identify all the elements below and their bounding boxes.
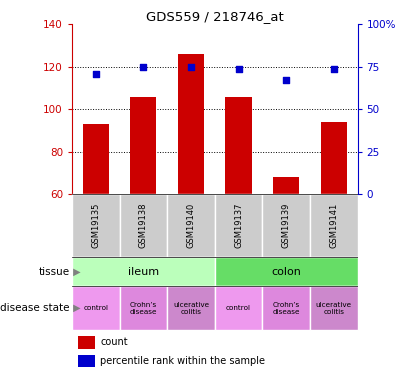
Text: control: control	[226, 305, 251, 311]
Text: disease state: disease state	[0, 303, 70, 313]
Bar	[310, 194, 358, 257]
Bar	[262, 286, 310, 330]
Bar	[78, 336, 95, 349]
Bar	[72, 286, 120, 330]
Text: count: count	[101, 338, 128, 347]
Bar	[167, 194, 215, 257]
Text: GSM19138: GSM19138	[139, 203, 148, 249]
Bar	[262, 194, 310, 257]
Bar	[120, 286, 167, 330]
Bar	[83, 124, 109, 194]
Bar	[167, 286, 215, 330]
Text: ▶: ▶	[70, 303, 81, 313]
Text: GSM19135: GSM19135	[91, 203, 100, 248]
Bar	[178, 54, 204, 194]
Bar	[215, 194, 262, 257]
Text: Crohn’s
disease: Crohn’s disease	[129, 302, 157, 315]
Text: ulcerative
colitis: ulcerative colitis	[316, 302, 352, 315]
Bar	[120, 194, 167, 257]
Text: GSM19137: GSM19137	[234, 203, 243, 249]
Bar	[215, 257, 358, 286]
Point	[92, 70, 99, 76]
Bar	[310, 286, 358, 330]
Point	[188, 64, 194, 70]
Bar	[273, 177, 299, 194]
Text: GSM19141: GSM19141	[329, 203, 338, 248]
Bar	[226, 96, 252, 194]
Text: GSM19140: GSM19140	[187, 203, 196, 248]
Point	[283, 77, 289, 83]
Point	[235, 66, 242, 72]
Text: ulcerative
colitis: ulcerative colitis	[173, 302, 209, 315]
Text: colon: colon	[271, 267, 301, 277]
Text: ▶: ▶	[70, 267, 81, 277]
Title: GDS559 / 218746_at: GDS559 / 218746_at	[146, 10, 284, 23]
Text: GSM19139: GSM19139	[282, 203, 291, 248]
Bar	[321, 122, 347, 194]
Text: tissue: tissue	[39, 267, 70, 277]
Bar	[72, 194, 120, 257]
Bar	[215, 286, 262, 330]
Bar	[130, 96, 157, 194]
Point	[330, 66, 337, 72]
Bar	[78, 355, 95, 367]
Point	[140, 64, 147, 70]
Bar	[72, 257, 215, 286]
Text: Crohn’s
disease: Crohn’s disease	[272, 302, 300, 315]
Text: control: control	[83, 305, 108, 311]
Text: ileum: ileum	[128, 267, 159, 277]
Text: percentile rank within the sample: percentile rank within the sample	[101, 356, 266, 366]
